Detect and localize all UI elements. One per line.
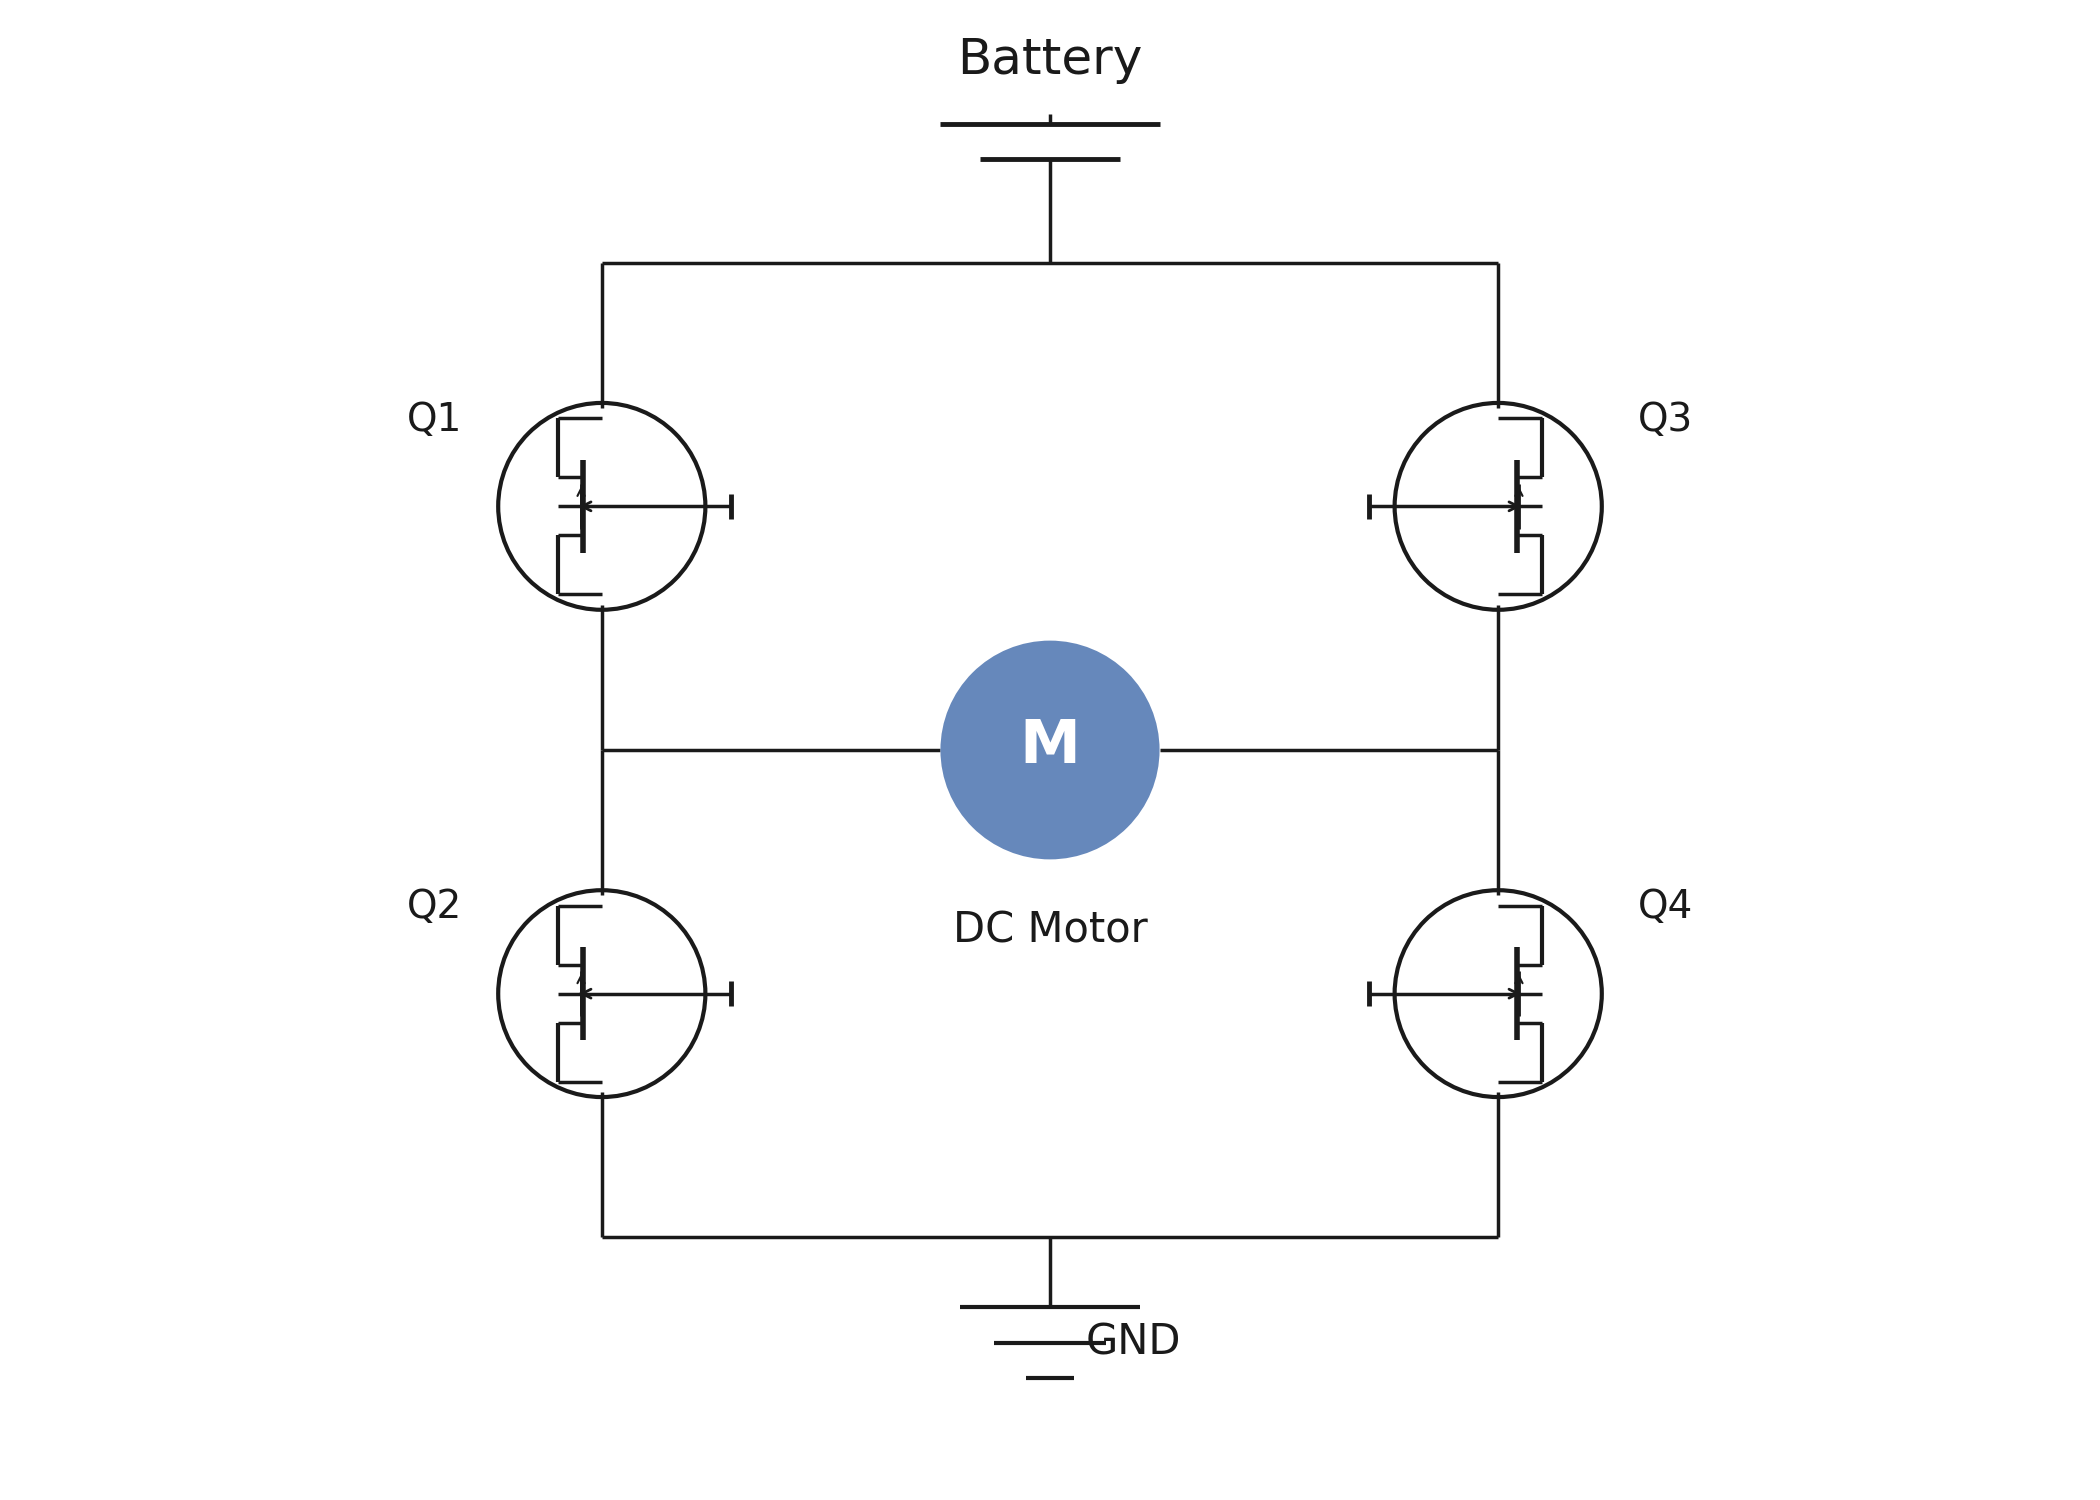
Text: Q2: Q2 (407, 888, 462, 927)
Text: Battery: Battery (958, 36, 1142, 84)
Text: Q1: Q1 (407, 400, 462, 439)
Text: Q3: Q3 (1638, 400, 1693, 439)
Text: Q4: Q4 (1638, 888, 1693, 927)
Circle shape (941, 640, 1159, 860)
Text: M: M (1021, 717, 1079, 776)
Text: DC Motor: DC Motor (953, 909, 1147, 951)
Text: GND: GND (1086, 1322, 1182, 1364)
